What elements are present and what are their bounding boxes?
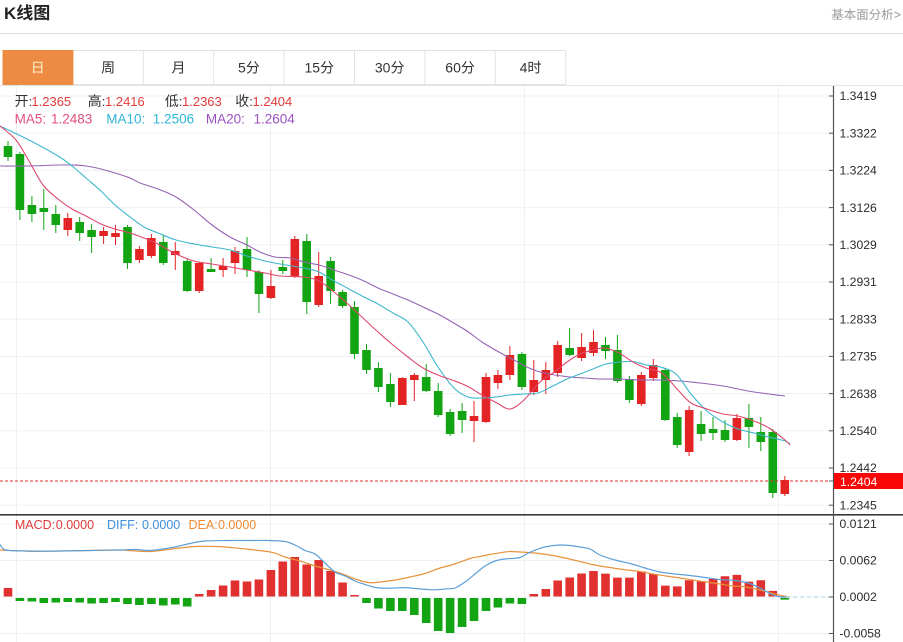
svg-text:1.2540: 1.2540 [840, 424, 877, 438]
svg-text:DEA:: DEA: [189, 518, 218, 532]
svg-text:K: K [4, 4, 17, 23]
svg-text:1.2416: 1.2416 [105, 94, 145, 109]
svg-text:1.3126: 1.3126 [840, 201, 877, 215]
svg-text:1.3224: 1.3224 [840, 164, 877, 178]
svg-text:0.0000: 0.0000 [218, 518, 256, 532]
svg-text:MA5:: MA5: [15, 111, 47, 126]
svg-text:0.0000: 0.0000 [56, 518, 94, 532]
svg-text:1.3322: 1.3322 [840, 126, 877, 140]
svg-text:>: > [894, 8, 901, 22]
svg-text::: : [249, 94, 253, 109]
svg-text:0.0002: 0.0002 [840, 590, 877, 604]
svg-text:MA20:: MA20: [206, 111, 245, 126]
svg-text:1.2363: 1.2363 [182, 94, 222, 109]
svg-text:0.0121: 0.0121 [840, 517, 877, 531]
svg-text:MA10:: MA10: [106, 111, 145, 126]
svg-text:1.3029: 1.3029 [840, 238, 877, 252]
svg-text:1.2931: 1.2931 [840, 275, 877, 289]
svg-text::: : [179, 94, 183, 109]
svg-text:1.2345: 1.2345 [840, 498, 877, 512]
svg-text:1.2442: 1.2442 [840, 461, 877, 475]
svg-text:1.2365: 1.2365 [31, 94, 71, 109]
svg-text:0.0062: 0.0062 [840, 554, 877, 568]
svg-text:1.2404: 1.2404 [840, 475, 877, 489]
svg-text::: : [102, 94, 106, 109]
svg-text::: : [29, 94, 33, 109]
svg-text:1.2833: 1.2833 [840, 312, 877, 326]
svg-text:5: 5 [238, 60, 246, 76]
svg-text:1.2404: 1.2404 [253, 94, 293, 109]
svg-text:0.0000: 0.0000 [142, 518, 180, 532]
svg-text:DIFF:: DIFF: [107, 518, 138, 532]
svg-text:4: 4 [520, 60, 528, 76]
svg-text:15: 15 [305, 60, 321, 76]
svg-text:1.2604: 1.2604 [254, 111, 296, 126]
svg-text:30: 30 [375, 60, 391, 76]
svg-text:1.2483: 1.2483 [51, 111, 92, 126]
svg-text:1.2638: 1.2638 [840, 387, 877, 401]
svg-text:-0.0058: -0.0058 [840, 627, 882, 641]
svg-text:MACD:: MACD: [15, 518, 55, 532]
svg-text:1.3419: 1.3419 [840, 89, 877, 103]
svg-text:1.2506: 1.2506 [153, 111, 194, 126]
svg-text:1.2735: 1.2735 [840, 350, 877, 364]
svg-text:60: 60 [445, 60, 461, 76]
